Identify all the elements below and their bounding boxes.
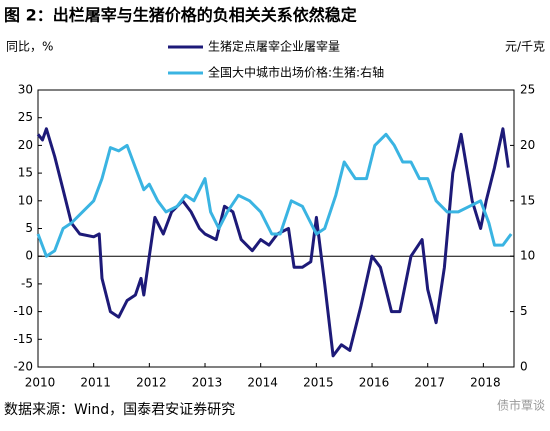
y-tick-label: 5 [25, 221, 33, 235]
source-note: 数据来源：Wind，国泰君安证券研究 [4, 402, 235, 418]
series-line [36, 132, 513, 258]
y2-tick-label: 20 [520, 138, 535, 152]
x-tick-label: 2015 [303, 376, 334, 390]
y-tick-label: 20 [18, 138, 33, 152]
watermark: 债市覃谈 [497, 398, 545, 413]
x-tick-label: 2018 [470, 376, 501, 390]
y-axis-label: 同比，% [6, 40, 53, 54]
y2-tick-label: 10 [520, 249, 535, 263]
x-tick-label: 2016 [359, 376, 390, 390]
x-tick-label: 2011 [80, 376, 111, 390]
y2-tick-label: 25 [520, 83, 535, 97]
legend-label: 全国大中城市出场价格:生猪:右轴 [208, 65, 384, 80]
x-tick-label: 2012 [136, 376, 167, 390]
y-tick-label: 30 [18, 83, 33, 97]
legend-label: 生猪定点屠宰企业屠宰量 [208, 39, 340, 54]
y2-tick-label: 15 [520, 193, 535, 207]
series-line [36, 127, 510, 358]
y-tick-label: -10 [13, 304, 33, 318]
y2-tick-label: 0 [520, 360, 528, 374]
x-tick-label: 2010 [25, 376, 56, 390]
y2-axis-label: 元/千克 [505, 40, 545, 54]
x-tick-label: 2017 [414, 376, 445, 390]
y2-tick-label: 5 [520, 304, 528, 318]
x-tick-label: 2013 [192, 376, 223, 390]
y-tick-label: 10 [18, 193, 33, 207]
y-tick-label: 15 [18, 166, 33, 180]
y-tick-label: 25 [18, 110, 33, 124]
y-tick-label: -15 [13, 332, 33, 346]
y-tick-label: -5 [21, 276, 33, 290]
x-tick-label: 2014 [247, 376, 278, 390]
chart-title: 图 2：出栏屠宰与生猪价格的负相关关系依然稳定 [4, 6, 357, 25]
y-tick-label: -20 [13, 360, 33, 374]
y-tick-label: 0 [25, 249, 33, 263]
